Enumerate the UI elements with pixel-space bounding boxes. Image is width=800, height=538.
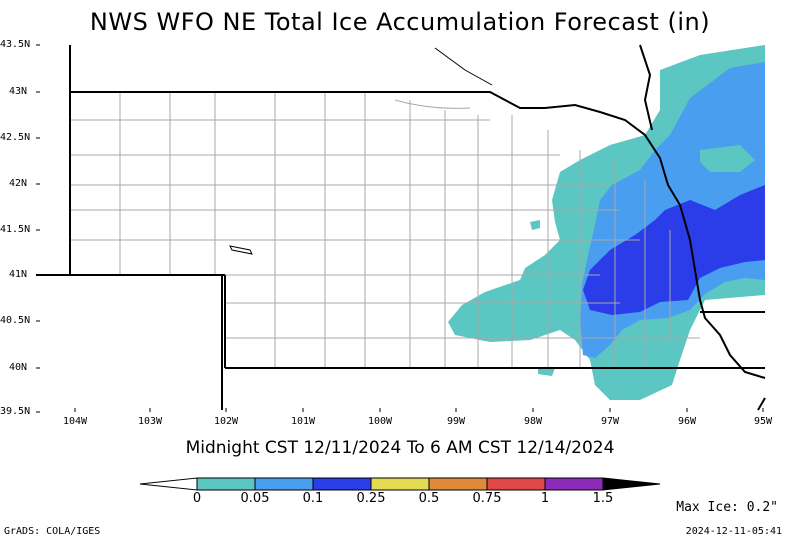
ice-shading xyxy=(448,45,765,400)
color-scale-bar xyxy=(139,477,661,491)
scale-label: 0.05 xyxy=(240,491,270,506)
lon-label: 102W xyxy=(213,416,239,427)
county-lines xyxy=(70,92,700,368)
lat-label: 43N xyxy=(9,86,28,97)
lon-label: 103W xyxy=(137,416,163,427)
scale-label: 0.1 xyxy=(302,491,324,506)
scale-label: 1 xyxy=(540,491,550,506)
scale-label: 0.75 xyxy=(472,491,502,506)
state-borders xyxy=(36,44,766,411)
lon-label: 97W xyxy=(600,416,620,427)
lon-label: 104W xyxy=(62,416,88,427)
lon-label: 98W xyxy=(523,416,543,427)
footer-timestamp: 2024-12-11-05:41 xyxy=(685,526,782,537)
lat-label: 42N xyxy=(9,178,28,189)
valid-period-subtitle: Midnight CST 12/11/2024 To 6 AM CST 12/1… xyxy=(185,438,615,458)
lat-label: 41N xyxy=(9,269,28,280)
lon-label: 99W xyxy=(446,416,466,427)
lat-label: 43.5N xyxy=(0,39,31,50)
lon-label: 101W xyxy=(290,416,316,427)
lon-label: 100W xyxy=(367,416,393,427)
lat-label: 40.5N xyxy=(0,315,31,326)
lat-label: 40N xyxy=(9,362,28,373)
ice-area-heavy xyxy=(583,185,765,315)
scale-label: 0 xyxy=(192,491,202,506)
scale-label: 0.5 xyxy=(418,491,440,506)
lat-label: 41.5N xyxy=(0,224,31,235)
lon-label: 96W xyxy=(677,416,697,427)
scale-label: 0.25 xyxy=(356,491,386,506)
footer-credit: GrADS: COLA/IGES xyxy=(4,526,101,537)
lat-label: 39.5N xyxy=(0,406,31,417)
map-title: NWS WFO NE Total Ice Accumulation Foreca… xyxy=(89,8,711,36)
scale-label: 1.5 xyxy=(592,491,614,506)
max-ice-label: Max Ice: 0.2" xyxy=(676,500,778,515)
lat-label: 42.5N xyxy=(0,132,31,143)
lon-label: 95W xyxy=(753,416,773,427)
